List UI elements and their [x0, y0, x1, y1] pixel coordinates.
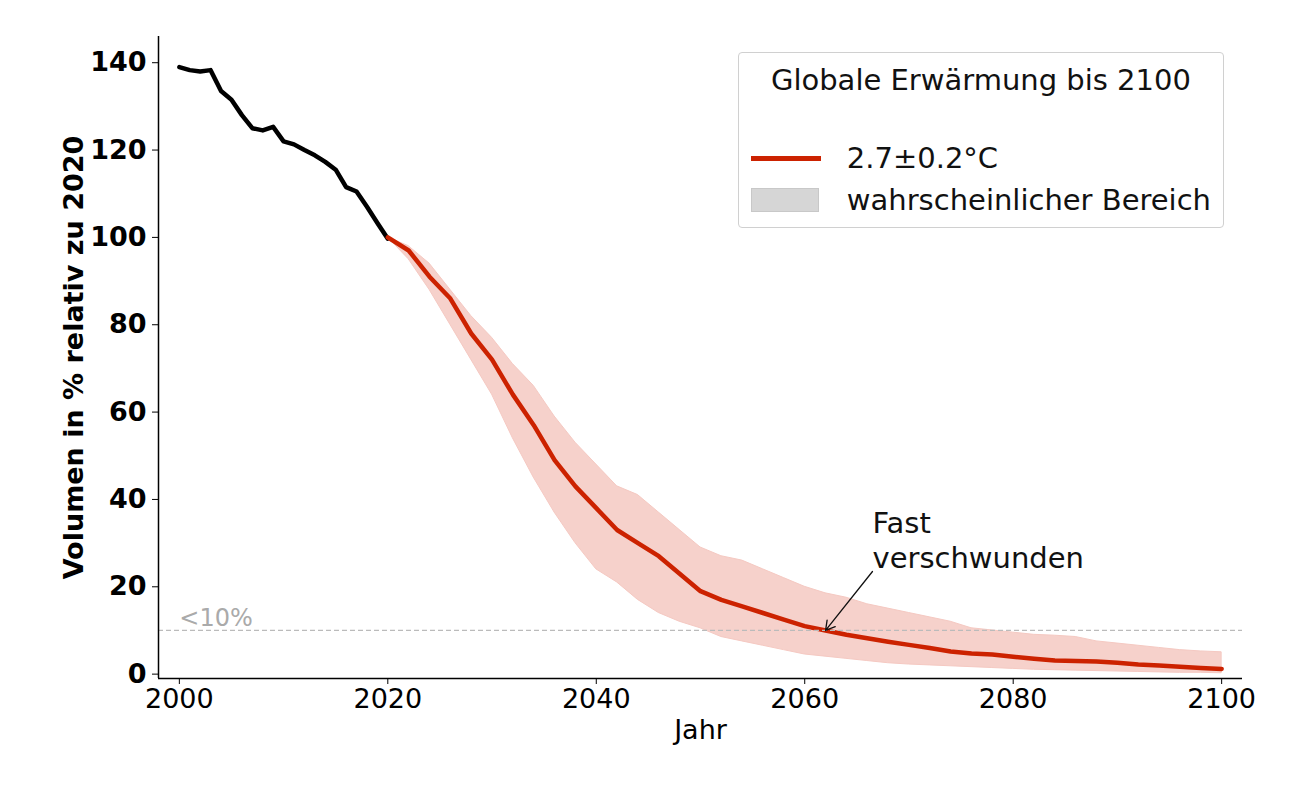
svg-text:Volumen in % relativ zu 2020: Volumen in % relativ zu 2020	[58, 136, 89, 580]
svg-text:60: 60	[109, 396, 147, 427]
svg-text:140: 140	[90, 46, 146, 77]
html-text:Globale Erwärmung bis 2100: Globale Erwärmung bis 2100	[770, 63, 1191, 97]
svg-text:20: 20	[109, 570, 147, 601]
html-text:2.7±0.2°C: 2.7±0.2°C	[846, 141, 999, 175]
svg-text:2020: 2020	[353, 683, 422, 714]
svg-text:0: 0	[128, 658, 147, 689]
svg-text:2060: 2060	[770, 683, 839, 714]
svg-text:<10%: <10%	[179, 604, 252, 632]
svg-text:100: 100	[90, 221, 146, 252]
svg-text:40: 40	[109, 483, 147, 514]
svg-text:2100: 2100	[1187, 683, 1256, 714]
svg-text:Fastverschwunden: Fastverschwunden	[872, 506, 1083, 575]
svg-text:2040: 2040	[562, 683, 631, 714]
svg-text:80: 80	[109, 308, 147, 339]
svg-text:2000: 2000	[145, 683, 214, 714]
svg-text:120: 120	[90, 134, 146, 165]
svg-text:Jahr: Jahr	[672, 714, 728, 745]
svg-text:2080: 2080	[979, 683, 1048, 714]
html-text:wahrscheinlicher Bereich: wahrscheinlicher Bereich	[846, 183, 1211, 217]
